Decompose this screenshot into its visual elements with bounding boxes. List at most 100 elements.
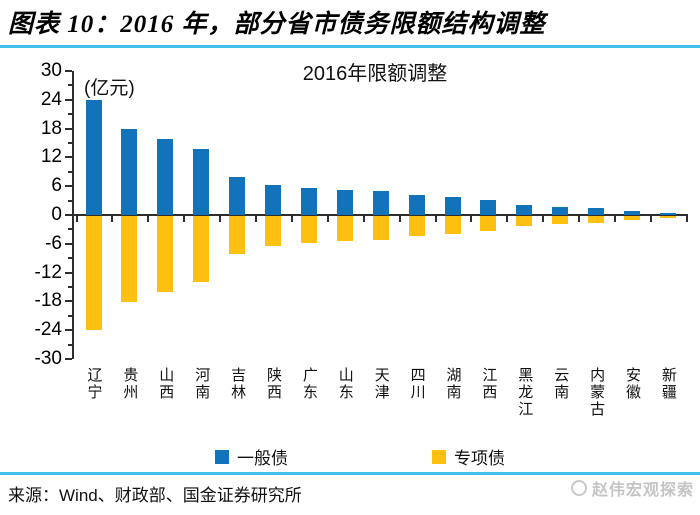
legend-label-general: 一般债 <box>237 449 288 468</box>
x-category-label: 贵州 <box>121 367 139 401</box>
bar-special <box>444 216 461 234</box>
y-minor-tick <box>68 286 72 288</box>
x-tick <box>649 216 652 222</box>
x-tick <box>75 216 78 222</box>
bar-general <box>121 129 138 215</box>
x-tick <box>255 216 258 222</box>
x-tick <box>542 216 545 222</box>
y-tick-label: 12 <box>40 146 62 168</box>
x-tick <box>685 216 688 222</box>
plot-area: 30 24 18 12 6 0 -6 -12 -18 -24 -30 辽宁 贵州 山西 河南 吉林 陕西 广东 山东… <box>0 55 700 455</box>
x-category-label: 黑龙江 <box>516 367 534 418</box>
y-minor-tick <box>68 170 72 173</box>
x-tick <box>147 216 150 222</box>
bar-general <box>193 149 210 215</box>
y-tick-label: -12 <box>34 261 62 283</box>
y-tick <box>65 185 72 188</box>
bar-special <box>624 216 640 220</box>
bar-general <box>588 207 605 215</box>
bar-special <box>659 216 676 218</box>
x-tick <box>614 216 617 222</box>
axis-unit-label: (亿元) <box>84 78 135 99</box>
y-tick <box>65 70 72 72</box>
y-tick <box>65 242 72 245</box>
x-tick <box>111 216 114 222</box>
x-category-label: 天津 <box>372 367 390 401</box>
x-tick <box>326 216 329 222</box>
bar-special <box>408 216 425 237</box>
y-tick <box>65 329 72 332</box>
y-tick-label: -18 <box>34 290 62 312</box>
legend: 一般债 专项债 <box>0 444 700 469</box>
legend-swatch-special-icon <box>432 449 446 464</box>
bar-special <box>516 216 533 226</box>
bar-general <box>229 177 246 215</box>
divider-bottom <box>0 472 700 475</box>
bar-special <box>265 216 281 246</box>
y-tick-label: -6 <box>45 232 62 254</box>
bar-general <box>157 139 174 215</box>
bar-general <box>624 211 640 215</box>
y-tick <box>65 214 72 216</box>
bar-general <box>516 205 533 215</box>
bar-special <box>372 216 389 241</box>
logo-circle-icon <box>570 480 587 496</box>
legend-item-general: 一般债 <box>215 444 288 469</box>
bar-special <box>336 216 353 241</box>
x-category-label: 江西 <box>480 367 498 401</box>
source-text: 来源：Wind、财政部、国金证券研究所 <box>8 486 302 505</box>
x-tick <box>219 216 222 222</box>
y-minor-tick <box>68 199 72 202</box>
x-tick <box>434 216 437 222</box>
bar-special <box>480 216 497 232</box>
brand-logo: 赵伟宏观探索 <box>570 476 694 500</box>
bar-special <box>193 216 210 282</box>
y-minor-tick <box>68 343 72 346</box>
x-tick <box>470 216 473 222</box>
y-tick <box>65 358 72 360</box>
bar-general <box>85 100 102 215</box>
y-tick <box>65 300 72 303</box>
bar-general <box>408 194 425 215</box>
x-category-label: 云南 <box>552 367 570 401</box>
bar-special <box>157 216 174 292</box>
x-category-label: 吉林 <box>229 367 247 401</box>
y-minor-tick <box>68 142 72 144</box>
divider-top <box>0 45 700 48</box>
x-axis-line <box>72 214 688 216</box>
y-tick-label: 30 <box>40 60 62 81</box>
x-category-label: 湖南 <box>444 367 462 401</box>
y-minor-tick <box>68 257 72 260</box>
bar-general <box>300 188 317 215</box>
figure-title: 图表 10：2016 年，部分省市债务限额结构调整 <box>8 11 546 38</box>
x-category-label: 广东 <box>300 367 318 401</box>
y-tick <box>65 156 72 159</box>
bar-general <box>444 197 461 215</box>
y-tick <box>65 127 72 130</box>
x-category-label: 陕西 <box>265 367 282 401</box>
bar-special <box>85 216 102 330</box>
x-category-label: 辽宁 <box>85 367 103 401</box>
x-tick <box>362 216 365 222</box>
chart-title: 2016年限额调整 <box>302 63 448 85</box>
legend-swatch-general-icon <box>215 449 229 464</box>
y-tick-label: 18 <box>40 117 62 139</box>
bar-special <box>300 216 317 243</box>
bar-general <box>552 207 569 215</box>
x-tick <box>183 216 186 222</box>
x-category-label: 河南 <box>193 367 211 401</box>
x-tick <box>398 216 401 222</box>
y-minor-tick <box>68 84 72 87</box>
y-minor-tick <box>68 113 72 116</box>
y-minor-tick <box>68 228 72 231</box>
x-category-label: 四川 <box>408 367 426 401</box>
y-minor-tick <box>68 314 72 317</box>
x-tick <box>506 216 509 222</box>
bar-general <box>372 190 389 215</box>
y-tick-label: 0 <box>51 204 62 225</box>
y-tick-label: -30 <box>34 348 62 369</box>
brand-logo-label: 赵伟宏观探索 <box>591 482 694 499</box>
x-category-label: 内蒙古 <box>588 367 606 418</box>
bar-general <box>480 199 497 215</box>
bar-special <box>552 216 569 224</box>
